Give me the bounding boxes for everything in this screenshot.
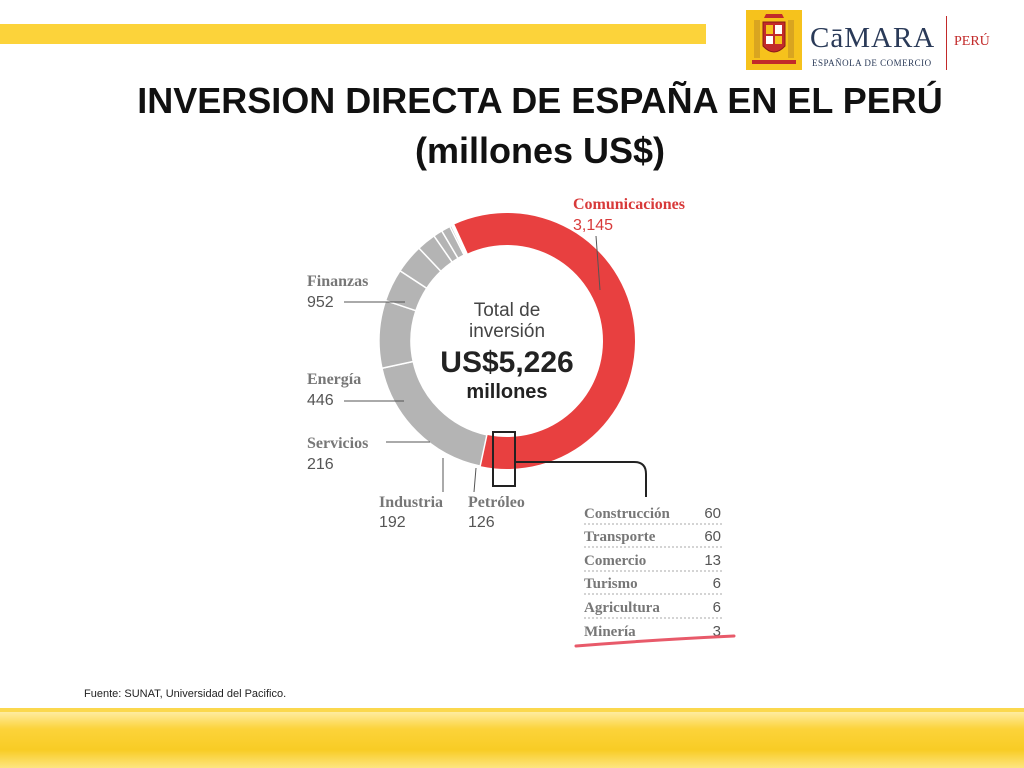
small-slices-highlight-box	[492, 431, 516, 487]
detail-row-value: 60	[704, 505, 721, 522]
detail-row-value: 6	[713, 575, 721, 592]
detail-row-value: 60	[704, 528, 721, 545]
page-title: INVERSION DIRECTA DE ESPAÑA EN EL PERÚ (…	[100, 76, 980, 176]
slice-value-energia: 446	[307, 392, 334, 409]
slice-name-finanzas: Finanzas	[307, 273, 368, 290]
slice-name-energia: Energía	[307, 371, 361, 388]
detail-row-value: 3	[713, 623, 721, 640]
slice-value-industria: 192	[379, 514, 406, 531]
donut-slice-comunicaciones	[453, 212, 636, 469]
detail-row-value: 6	[713, 599, 721, 616]
detail-row-name: Transporte	[584, 529, 656, 545]
center-label-line-2: inversión	[469, 321, 545, 342]
center-label-line-1: Total de	[474, 300, 541, 321]
slice-name-petroleo: Petróleo	[468, 494, 525, 511]
slice-value-finanzas: 952	[307, 294, 334, 311]
slice-value-servicios: 216	[307, 456, 334, 473]
slice-name-comunicaciones: Comunicaciones	[573, 196, 685, 213]
donut-slice-minería	[452, 223, 469, 255]
slice-value-comunicaciones: 3,145	[573, 217, 613, 234]
detail-connector	[515, 461, 647, 497]
title-line-1: INVERSION DIRECTA DE ESPAÑA EN EL PERÚ	[137, 80, 943, 121]
detail-row-name: Comercio	[584, 553, 646, 569]
title-line-2: (millones US$)	[414, 130, 666, 171]
detail-row-value: 13	[704, 552, 721, 569]
source-note: Fuente: SUNAT, Universidad del Pacifico.	[84, 688, 287, 700]
logo-divider	[946, 16, 947, 70]
detail-row-name: Turismo	[584, 576, 638, 592]
slice-name-industria: Industria	[379, 494, 443, 511]
red-underline-stroke	[574, 634, 736, 648]
logo-name: CāMARA	[810, 22, 936, 54]
donut-slice-energía	[378, 299, 417, 370]
leader-line-petroleo	[473, 467, 477, 493]
detail-row-name: Agricultura	[584, 600, 660, 616]
logo-country: PERÚ	[954, 34, 990, 49]
donut-chart: Total de inversión US$5,226 millones Com…	[307, 196, 736, 648]
center-total: US$5,226	[440, 346, 573, 379]
logo-subtitle: ESPAÑOLA DE COMERCIO	[812, 58, 932, 68]
center-unit: millones	[466, 381, 547, 403]
slice-value-petroleo: 126	[468, 514, 495, 531]
bottom-yellow-band	[0, 708, 1024, 768]
leader-line-comunicaciones	[595, 235, 601, 291]
detail-row-name: Construcción	[584, 506, 670, 522]
top-yellow-band	[0, 24, 706, 44]
detail-row-name: Minería	[584, 624, 636, 640]
donut-slices	[378, 212, 636, 469]
coat-of-arms-icon	[746, 10, 802, 70]
detail-table: Construcción 60 Transporte 60 Comercio 1…	[574, 505, 736, 648]
camara-logo: CāMARA ESPAÑOLA DE COMERCIO PERÚ	[746, 10, 1006, 72]
slice-name-servicios: Servicios	[307, 435, 368, 452]
